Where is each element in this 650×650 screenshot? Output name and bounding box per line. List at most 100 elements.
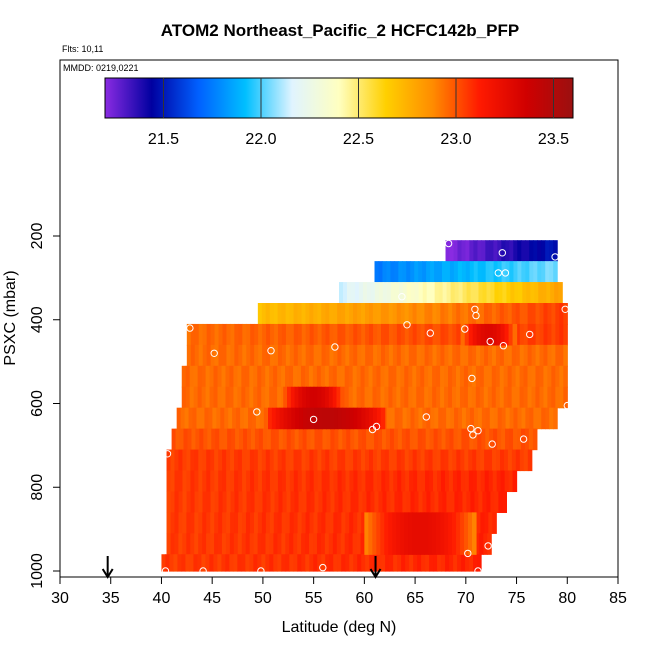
- heatmap-cell: [340, 533, 346, 555]
- heatmap-cell: [388, 344, 394, 367]
- heatmap-cell: [186, 449, 191, 472]
- heatmap-cell: [258, 344, 263, 367]
- heatmap-cell: [370, 282, 376, 304]
- heatmap-cell: [191, 428, 197, 451]
- heatmap-cell: [234, 323, 239, 346]
- heatmap-cell: [533, 407, 538, 430]
- heatmap-cell: [177, 554, 183, 572]
- heatmap-cell: [342, 282, 348, 304]
- heatmap-cell: [349, 303, 354, 325]
- x-tick-label: 70: [457, 590, 475, 607]
- heatmap-hotspot-cell: [267, 407, 273, 430]
- heatmap-cell: [426, 491, 432, 513]
- heatmap-cell: [250, 323, 255, 346]
- heatmap-cell: [358, 282, 364, 304]
- heatmap-hotspot-cell: [420, 512, 425, 555]
- heatmap-cell: [466, 491, 472, 513]
- heatmap-cell: [206, 491, 212, 513]
- heatmap-cell: [531, 303, 537, 325]
- heatmap-cell: [213, 554, 218, 572]
- heatmap-cell: [178, 470, 184, 493]
- heatmap-cell: [402, 491, 408, 513]
- heatmap-cell: [481, 428, 486, 451]
- heatmap-cell: [394, 282, 400, 304]
- heatmap-cell: [525, 407, 530, 430]
- heatmap-cell: [442, 491, 448, 513]
- heatmap-cell: [436, 303, 441, 325]
- sample-point: [472, 311, 480, 320]
- heatmap-hotspot-cell: [341, 407, 347, 430]
- heatmap-cell: [489, 407, 495, 430]
- heatmap-cell: [373, 323, 378, 346]
- heatmap-cell: [214, 533, 219, 555]
- heatmap-hotspot-cell: [283, 407, 289, 430]
- heatmap-hotspot-cell: [464, 512, 469, 555]
- heatmap-cell: [245, 512, 251, 534]
- heatmap-cell: [481, 407, 487, 430]
- x-tick-label: 60: [355, 590, 373, 607]
- heatmap-cell: [333, 554, 338, 572]
- heatmap-cell: [428, 323, 434, 346]
- heatmap-hotspot-cell: [283, 386, 288, 409]
- heatmap-cell: [334, 491, 340, 513]
- heatmap-cell: [281, 449, 287, 472]
- colorbar-ticks: 21.5 22.0 22.5 23.0 23.5: [148, 78, 569, 148]
- heatmap-cell: [547, 323, 553, 346]
- heatmap-cell: [325, 303, 330, 325]
- heatmap-cell: [329, 344, 335, 367]
- heatmap-cell: [229, 365, 235, 388]
- heatmap-cell: [404, 344, 410, 367]
- heatmap-cell: [408, 365, 413, 388]
- heatmap-cell: [483, 303, 489, 325]
- heatmap-cell: [225, 386, 231, 409]
- heatmap-cell: [324, 533, 330, 555]
- heatmap-cell: [484, 344, 489, 367]
- heatmap-cell: [508, 470, 514, 493]
- heatmap-cell: [418, 407, 423, 430]
- heatmap-cell: [225, 533, 231, 555]
- heatmap-cell: [409, 428, 415, 451]
- heatmap-cell: [234, 491, 240, 513]
- heatmap-cell: [230, 512, 235, 534]
- arrow-markers: [101, 556, 382, 579]
- heatmap-cell: [341, 512, 346, 534]
- x-tick-label: 50: [254, 590, 272, 607]
- heatmap-cell: [324, 365, 330, 388]
- heatmap-cell: [180, 407, 186, 430]
- dates-label: MMDD: 0219,0221: [63, 63, 139, 73]
- heatmap-cell: [432, 365, 437, 388]
- heatmap-cell: [491, 365, 497, 388]
- heatmap-hotspot-cell: [456, 512, 461, 555]
- heatmap-cell: [509, 407, 515, 430]
- heatmap-cell: [485, 261, 491, 283]
- heatmap-cell: [269, 386, 274, 409]
- heatmap-hotspot-cell: [302, 386, 307, 409]
- heatmap-cell: [527, 323, 533, 346]
- heatmap-cell: [461, 261, 467, 283]
- heatmap-cell: [320, 533, 326, 555]
- heatmap-cell: [406, 282, 412, 304]
- heatmap-cell: [255, 407, 261, 430]
- heatmap-cell: [174, 470, 180, 493]
- sample-point: [499, 342, 508, 350]
- heatmap-cell: [527, 344, 533, 367]
- heatmap-cell: [321, 470, 327, 493]
- heatmap-cell: [266, 323, 271, 346]
- heatmap-cell: [250, 470, 255, 493]
- heatmap-hotspot-cell: [496, 323, 502, 346]
- heatmap-cell: [385, 554, 390, 572]
- heatmap-hotspot-cell: [353, 407, 359, 430]
- heatmap-cell: [301, 449, 307, 472]
- heatmap-cell: [472, 449, 477, 472]
- heatmap-hotspot-cell: [476, 323, 482, 346]
- heatmap-cell: [452, 449, 457, 472]
- heatmap-cell: [285, 470, 291, 493]
- heatmap-cell: [246, 344, 251, 367]
- heatmap-cell: [313, 344, 319, 367]
- heatmap-cell: [229, 386, 235, 409]
- heatmap-cell: [349, 554, 354, 572]
- heatmap-cell: [450, 491, 456, 513]
- heatmap-cell: [217, 386, 223, 409]
- heatmap-cell: [321, 344, 327, 367]
- sample-point: [519, 435, 528, 443]
